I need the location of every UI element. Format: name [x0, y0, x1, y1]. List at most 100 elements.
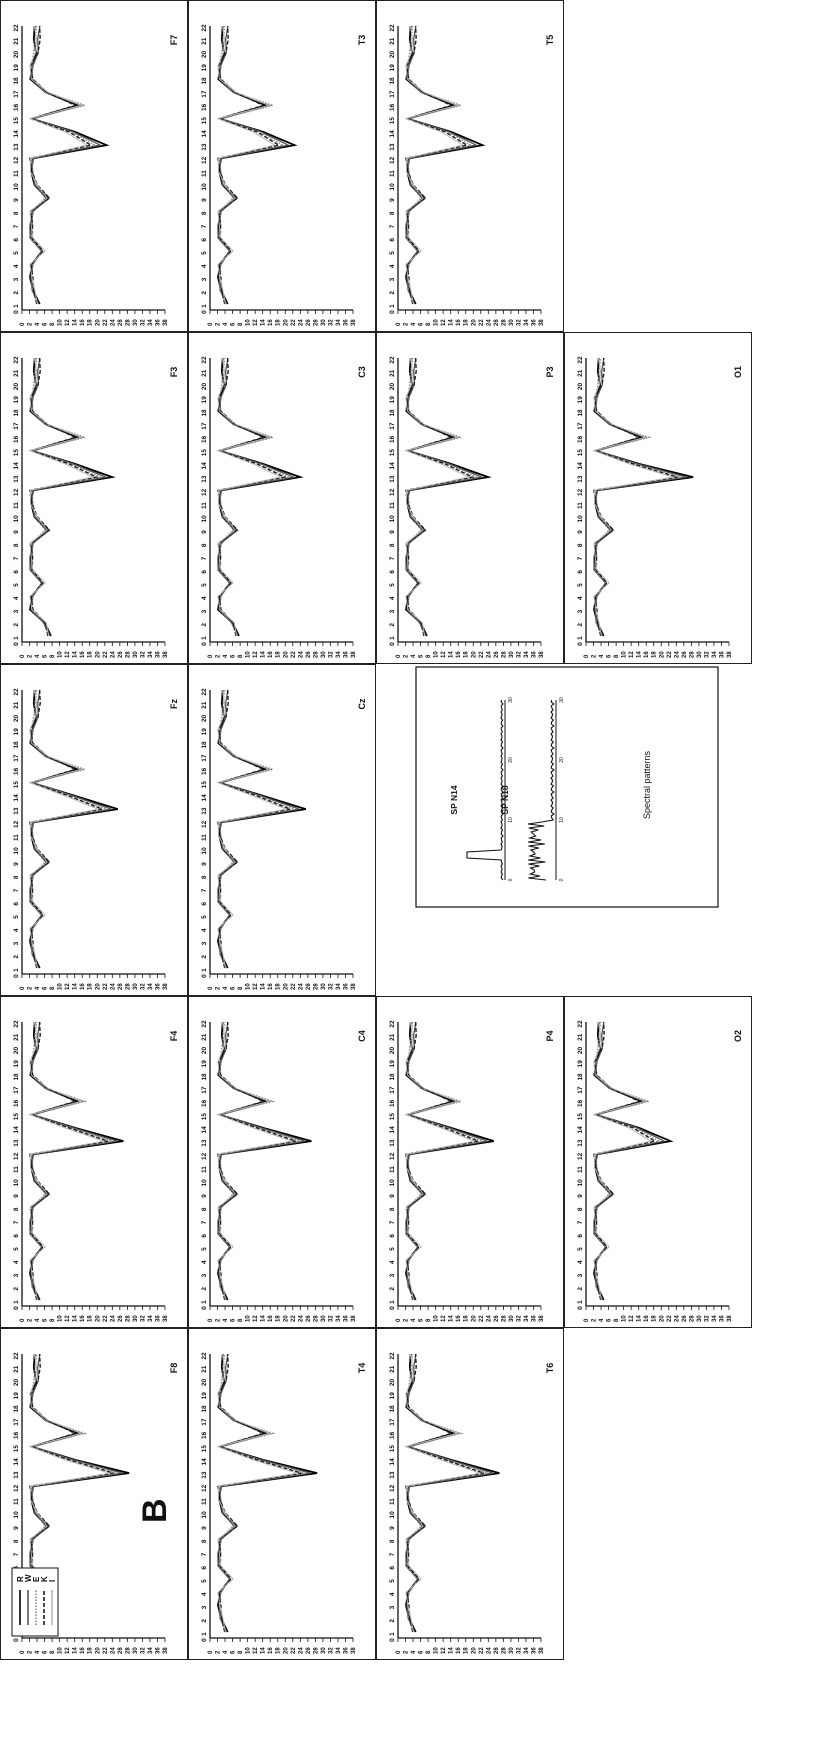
y-tick-label: 24 — [486, 1647, 492, 1654]
pattern-tick-label: 0 — [559, 878, 565, 881]
x-tick-label: 12 — [577, 488, 584, 496]
y-tick-label: 36 — [531, 319, 537, 326]
y-tick-label: 2 — [592, 1318, 598, 1322]
x-tick-label: 3 — [201, 1273, 208, 1277]
x-tick-label: 14 — [389, 462, 396, 470]
x-tick-label: 10 — [201, 1179, 208, 1187]
y-tick-label: 10 — [58, 983, 64, 990]
x-tick-label: 1 — [389, 1300, 396, 1304]
y-tick-label: 12 — [65, 1315, 71, 1322]
y-tick-label: 32 — [516, 319, 522, 326]
y-tick-label: 28 — [313, 319, 319, 326]
x-tick-label: 7 — [13, 224, 20, 228]
y-tick-label: 0 — [208, 654, 214, 658]
x-tick-label: 14 — [13, 794, 20, 802]
y-tick-label: 22 — [667, 1315, 673, 1322]
y-tick-label: 20 — [95, 319, 101, 326]
panel-title: O2 — [733, 1030, 743, 1042]
y-tick-label: 34 — [336, 1315, 342, 1322]
y-tick-label: 28 — [125, 651, 131, 658]
x-tick-label: 5 — [13, 1247, 20, 1251]
y-tick-label: 34 — [148, 983, 154, 990]
y-tick-label: 4 — [223, 322, 229, 326]
x-tick-label: 8 — [201, 211, 208, 215]
y-tick-label: 30 — [133, 983, 139, 990]
y-tick-label: 12 — [441, 319, 447, 326]
y-tick-label: 24 — [674, 1315, 680, 1322]
x-tick-label: 18 — [13, 1073, 20, 1081]
x-tick-label: 10 — [389, 183, 396, 191]
y-tick-label: 8 — [426, 1650, 432, 1654]
x-tick-label: 21 — [577, 1033, 584, 1041]
y-tick-label: 32 — [516, 1647, 522, 1654]
y-tick-label: 18 — [276, 1647, 282, 1654]
x-tick-label: 10 — [13, 847, 20, 855]
panel-t3: 0 2 4 6 8 10 12 14 16 18 20 22 24 26 28 30 32 34 36 3801234… — [188, 0, 376, 332]
x-tick-label: 7 — [389, 556, 396, 560]
y-tick-label: 28 — [501, 651, 507, 658]
y-tick-label: 22 — [291, 319, 297, 326]
series-line — [28, 357, 95, 637]
y-tick-label: 24 — [486, 1315, 492, 1322]
x-tick-label: 14 — [201, 1458, 208, 1466]
x-tick-label: 2 — [389, 291, 396, 295]
x-tick-label: 3 — [201, 1605, 208, 1609]
x-tick-label: 14 — [201, 462, 208, 470]
y-tick-label: 8 — [426, 654, 432, 658]
x-tick-label: 1 — [13, 304, 20, 308]
x-tick-label: 21 — [201, 369, 208, 377]
x-tick-label: 1 — [201, 1632, 208, 1636]
x-tick-label: 2 — [201, 1287, 208, 1291]
y-tick-label: 22 — [479, 1647, 485, 1654]
panel-title: T5 — [545, 35, 555, 46]
y-tick-label: 36 — [719, 651, 725, 658]
legend-label: K — [40, 1576, 49, 1582]
x-tick-label: 2 — [13, 955, 20, 959]
x-tick-label: 17 — [13, 1418, 20, 1426]
y-tick-label: 0 — [584, 1318, 590, 1322]
x-tick-label: 16 — [13, 435, 20, 443]
series-line — [406, 357, 479, 637]
panel-title: C3 — [357, 366, 367, 378]
y-tick-label: 16 — [456, 1315, 462, 1322]
inset-frame — [415, 666, 719, 908]
y-tick-label: 28 — [313, 983, 319, 990]
x-tick-label: 7 — [13, 556, 20, 560]
y-tick-label: 36 — [719, 1315, 725, 1322]
panel-frame — [564, 332, 752, 664]
x-tick-label: 12 — [577, 1152, 584, 1160]
x-tick-label: 18 — [577, 1073, 584, 1081]
y-tick-label: 24 — [486, 319, 492, 326]
y-tick-label: 10 — [622, 1315, 628, 1322]
x-tick-label: 9 — [201, 1526, 208, 1530]
y-tick-label: 22 — [479, 319, 485, 326]
x-tick-label: 1 — [389, 636, 396, 640]
y-tick-label: 26 — [118, 1647, 124, 1654]
y-tick-label: 28 — [501, 319, 507, 326]
x-tick-label: 13 — [201, 475, 208, 483]
x-tick-label: 22 — [389, 1020, 396, 1028]
x-tick-label: 11 — [13, 1166, 20, 1173]
x-tick-label: 8 — [201, 543, 208, 547]
y-tick-label: 34 — [336, 319, 342, 326]
y-tick-label: 38 — [727, 1315, 733, 1322]
x-tick-label: 4 — [577, 596, 584, 600]
x-tick-label: 18 — [577, 409, 584, 417]
y-tick-label: 16 — [268, 651, 274, 658]
series-line — [216, 25, 277, 305]
y-tick-label: 12 — [629, 651, 635, 658]
y-tick-label: 10 — [58, 651, 64, 658]
spectral-pattern: SP N18 0 10 20 30 — [500, 697, 565, 881]
x-tick-label: 21 — [201, 1033, 208, 1041]
panel-o1: 0 2 4 6 8 10 12 14 16 18 20 22 24 26 28 30 32 34 36 3801234… — [564, 332, 752, 664]
y-tick-label: 22 — [291, 983, 297, 990]
x-tick-label: 2 — [389, 1287, 396, 1291]
y-tick-label: 16 — [268, 1315, 274, 1322]
x-tick-label: 16 — [389, 435, 396, 443]
y-tick-label: 22 — [479, 1315, 485, 1322]
x-tick-label: 14 — [13, 1126, 20, 1134]
x-tick-label: 22 — [201, 688, 208, 696]
y-tick-label: 22 — [479, 651, 485, 658]
x-tick-label: 17 — [201, 1086, 208, 1094]
panel-frame — [188, 996, 376, 1328]
